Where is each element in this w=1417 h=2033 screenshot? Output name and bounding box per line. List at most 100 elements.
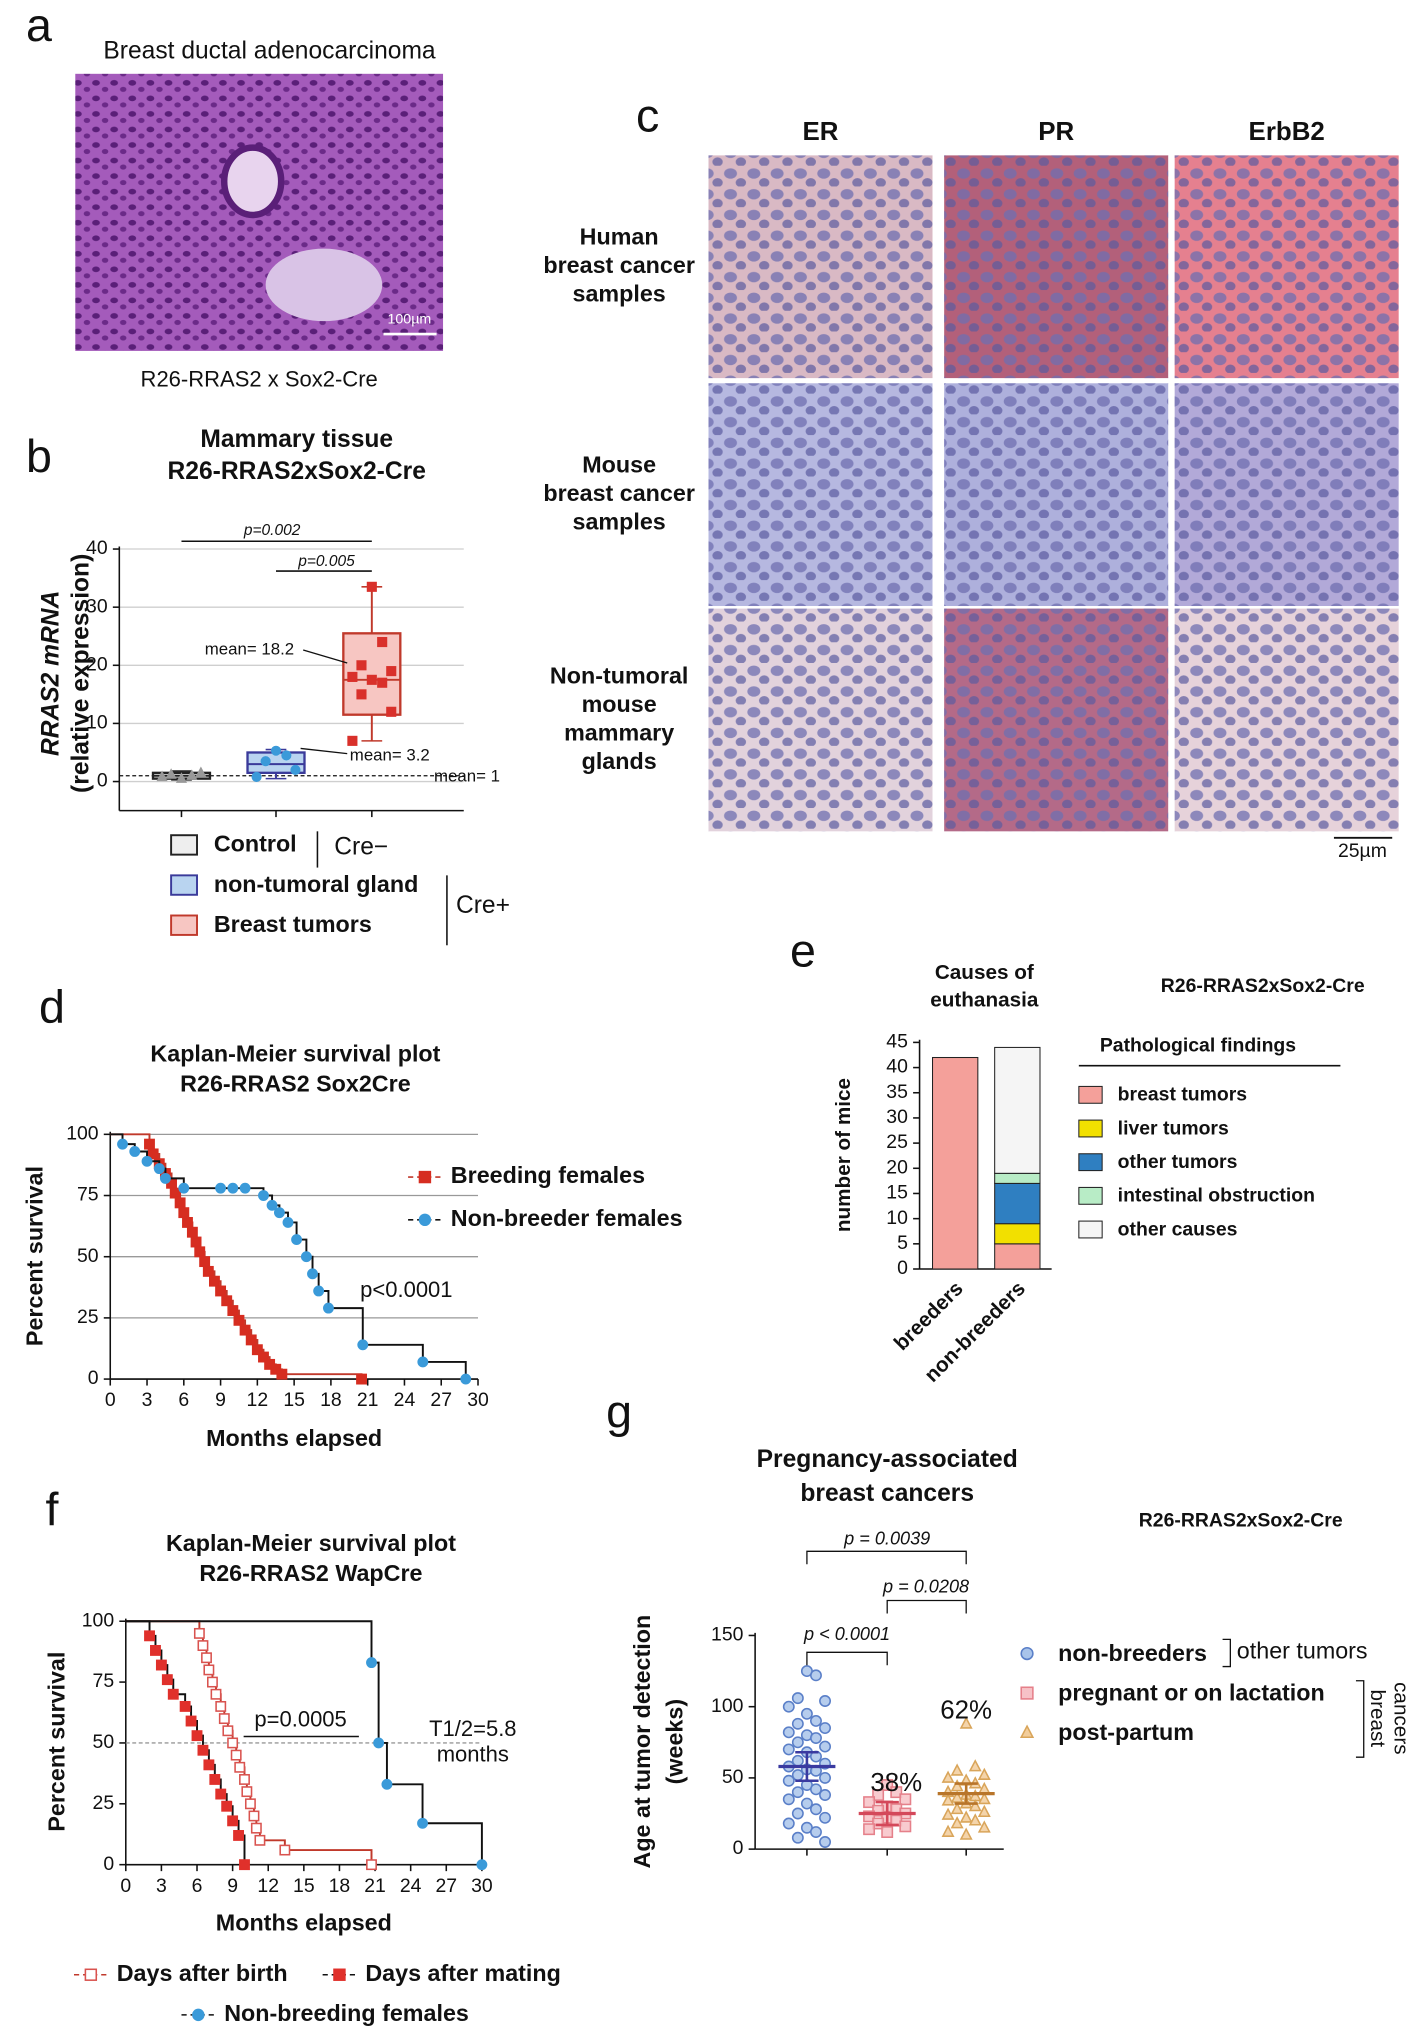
column-header: ErbB2 <box>1249 118 1325 146</box>
marker <box>323 1302 334 1314</box>
marker <box>872 1789 885 1801</box>
x-tick-label: 21 <box>357 1389 379 1411</box>
marker <box>819 1836 831 1848</box>
marker <box>117 1138 128 1150</box>
y-tick-label: 40 <box>86 537 108 559</box>
legend-title: Pathological findings <box>1100 1034 1296 1056</box>
legend-label: Control <box>214 831 297 857</box>
marker <box>209 1275 220 1287</box>
marker <box>386 706 397 717</box>
marker <box>218 1713 230 1725</box>
marker <box>248 1810 260 1822</box>
legend-group: Cre+ <box>456 892 510 919</box>
chart-title: Kaplan-Meier survival plot <box>150 1041 440 1067</box>
row-label: samples <box>573 280 666 306</box>
marker <box>276 1368 288 1380</box>
annotation: p=0.0005 <box>254 1707 346 1732</box>
x-tick-label: 24 <box>400 1875 422 1897</box>
x-tick-label: 6 <box>178 1389 189 1411</box>
marker <box>941 1770 955 1783</box>
marker <box>381 1778 393 1790</box>
marker <box>291 1234 303 1246</box>
chart-title: Mammary tissue <box>200 426 393 453</box>
annotation: mean= 3.2 <box>350 746 430 765</box>
survival-step <box>378 1741 388 1785</box>
x-tick-label: 0 <box>120 1875 131 1897</box>
marker <box>881 1779 894 1791</box>
marker <box>251 1344 263 1356</box>
marker <box>791 1807 804 1820</box>
marker <box>782 1700 795 1713</box>
marker <box>356 1373 367 1385</box>
legend-swatch <box>1078 1153 1103 1172</box>
legend-swatch <box>1078 1186 1103 1205</box>
x-tick-label: 18 <box>329 1875 351 1897</box>
annotation: T1/2=5.8 <box>429 1716 516 1741</box>
survival-step <box>422 1822 483 1865</box>
chart-title: R26-RRAS2 WapCre <box>199 1560 422 1586</box>
marker <box>215 1182 227 1194</box>
y-tick-label: 50 <box>93 1731 115 1753</box>
marker <box>1019 1724 1035 1739</box>
panel-label: c <box>636 89 659 141</box>
panel-label: g <box>606 1386 632 1438</box>
x-tick-label: 9 <box>215 1389 226 1411</box>
marker <box>366 581 377 592</box>
legend-label: Breeding females <box>451 1162 645 1188</box>
marker <box>227 1182 239 1194</box>
legend-bracket <box>1355 1680 1365 1758</box>
marker <box>890 1786 903 1799</box>
scale-label: 100µm <box>387 312 431 328</box>
p-value: p=0.002 <box>243 522 301 539</box>
row-label: breast cancer <box>543 480 695 506</box>
marker <box>347 735 358 746</box>
y-axis-label: number of mice <box>832 1078 855 1232</box>
marker <box>968 1759 982 1772</box>
marker <box>258 1190 269 1201</box>
marker <box>161 1674 173 1686</box>
row-label: glands <box>582 748 657 774</box>
marker <box>191 1730 203 1742</box>
marker <box>245 1334 257 1346</box>
x-tick-label: 27 <box>435 1875 457 1897</box>
marker <box>202 1265 214 1277</box>
marker <box>233 1314 245 1326</box>
chart-title: Kaplan-Meier survival plot <box>166 1530 456 1556</box>
marker <box>175 772 188 783</box>
marker <box>197 1640 209 1652</box>
legend-swatch <box>1078 1119 1103 1138</box>
marker <box>810 1783 822 1796</box>
percent-label: 62% <box>940 1697 992 1725</box>
column-header: ER <box>803 118 839 146</box>
image-title: Breast ductal adenocarcinoma <box>103 37 436 64</box>
marker <box>819 1811 831 1824</box>
y-axis-label: Percent survival <box>44 1652 70 1832</box>
marker <box>227 1737 239 1749</box>
marker <box>791 1692 804 1705</box>
marker <box>977 1820 991 1833</box>
marker <box>239 1182 251 1194</box>
marker <box>203 1664 215 1676</box>
micrograph-texture <box>1174 155 1399 379</box>
marker <box>810 1669 822 1682</box>
marker <box>251 771 262 782</box>
micrograph-detail <box>265 248 383 322</box>
p-value: p = 0.0039 <box>843 1528 930 1548</box>
marker <box>810 1732 822 1744</box>
y-tick-label: 50 <box>722 1766 744 1788</box>
legend-bracket <box>1222 1638 1231 1668</box>
x-tick-label: 6 <box>192 1875 203 1897</box>
marker <box>209 1774 221 1785</box>
marker <box>959 1716 973 1729</box>
micrograph-detail <box>220 144 285 219</box>
marker <box>199 1256 211 1268</box>
marker <box>941 1824 955 1837</box>
marker <box>234 1761 246 1773</box>
marker <box>222 1725 234 1737</box>
marker <box>174 1197 186 1209</box>
marker <box>959 1827 973 1840</box>
legend-label: intestinal obstruction <box>1118 1185 1315 1207</box>
y-tick-label: 10 <box>886 1207 908 1229</box>
marker <box>197 1744 209 1756</box>
y-tick-label: 30 <box>86 595 108 617</box>
